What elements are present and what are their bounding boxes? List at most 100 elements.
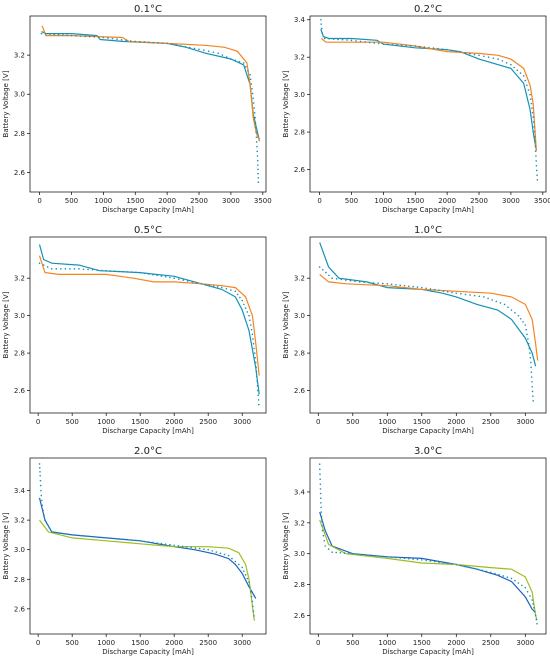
- data-point: [221, 54, 224, 56]
- data-point: [116, 38, 118, 40]
- data-point: [531, 111, 534, 114]
- data-point: [533, 126, 535, 128]
- data-point: [323, 540, 326, 542]
- data-point: [408, 285, 410, 287]
- y-tick-label: 2.6: [14, 169, 26, 177]
- data-point: [363, 281, 366, 284]
- data-point: [244, 574, 247, 576]
- data-point: [364, 41, 366, 43]
- data-point: [250, 83, 253, 85]
- x-tick-label: 500: [65, 418, 78, 426]
- data-point: [377, 42, 380, 45]
- data-point: [191, 281, 194, 283]
- data-point: [79, 35, 82, 37]
- data-point: [455, 292, 458, 294]
- x-tick-label: 2000: [165, 418, 183, 426]
- data-point: [41, 504, 44, 507]
- series-line-2: [39, 519, 255, 621]
- data-point: [91, 268, 94, 271]
- data-point: [532, 116, 535, 118]
- data-point: [535, 155, 537, 157]
- data-point: [396, 44, 398, 46]
- data-point: [320, 18, 322, 21]
- x-tick-label: 1500: [126, 197, 144, 205]
- data-point: [459, 564, 462, 567]
- data-point: [433, 288, 436, 291]
- data-point: [455, 50, 458, 53]
- data-point: [256, 380, 258, 382]
- data-point: [319, 468, 321, 470]
- data-point: [532, 395, 534, 397]
- data-point: [247, 69, 249, 72]
- x-tick-label: 3000: [233, 418, 251, 426]
- data-point: [220, 286, 223, 289]
- data-point: [513, 66, 515, 69]
- data-point: [248, 581, 250, 584]
- data-point: [377, 282, 379, 284]
- data-point: [215, 551, 218, 553]
- data-point: [532, 400, 535, 402]
- data-point: [423, 46, 426, 48]
- data-point: [234, 290, 237, 293]
- data-point: [148, 41, 150, 44]
- data-point: [175, 44, 178, 46]
- data-point: [408, 557, 410, 560]
- data-point: [438, 561, 440, 564]
- data-point: [320, 511, 323, 513]
- data-point: [506, 576, 509, 578]
- data-point: [254, 361, 257, 364]
- data-point: [252, 97, 255, 99]
- data-point: [320, 27, 323, 30]
- data-point: [105, 537, 107, 539]
- data-point: [428, 46, 430, 49]
- data-point: [446, 290, 449, 293]
- x-tick-label: 2500: [470, 197, 488, 205]
- data-point: [502, 575, 505, 577]
- data-point: [225, 288, 228, 290]
- data-point: [429, 560, 432, 562]
- data-point: [395, 283, 397, 286]
- data-point: [93, 36, 96, 38]
- data-point: [503, 303, 506, 306]
- data-point: [109, 270, 112, 272]
- series-line-2: [321, 38, 537, 151]
- y-axis-label: Battery Voltage [V]: [2, 512, 10, 579]
- data-point: [425, 287, 427, 290]
- data-point: [177, 545, 180, 547]
- x-tick-label: 1000: [97, 418, 115, 426]
- data-point: [239, 296, 241, 299]
- data-point: [418, 45, 421, 48]
- data-point: [196, 282, 198, 284]
- data-point: [194, 547, 197, 549]
- data-point: [534, 145, 537, 148]
- series-line-2: [41, 25, 261, 142]
- data-point: [510, 309, 513, 311]
- data-point: [355, 40, 357, 42]
- data-point: [319, 488, 322, 490]
- x-axis-label: Discharge Capacity [mAh]: [102, 648, 194, 656]
- y-tick-label: 3.0: [14, 312, 25, 320]
- data-point: [122, 270, 124, 273]
- data-point: [78, 268, 80, 270]
- data-point: [253, 352, 256, 354]
- series-line-2: [319, 519, 538, 621]
- data-point: [346, 39, 348, 41]
- y-tick-label: 2.6: [294, 166, 306, 174]
- data-point: [498, 573, 500, 576]
- data-point: [489, 571, 492, 574]
- data-point: [88, 535, 90, 538]
- data-point: [161, 42, 164, 44]
- data-point: [242, 62, 245, 64]
- data-point: [105, 269, 107, 272]
- data-point: [387, 43, 389, 46]
- x-tick-label: 500: [65, 639, 78, 647]
- data-point: [335, 551, 338, 554]
- data-point: [50, 531, 53, 533]
- data-point: [48, 527, 51, 529]
- data-point: [130, 271, 133, 273]
- data-point: [320, 501, 322, 504]
- data-point: [97, 36, 100, 39]
- data-point: [139, 540, 141, 542]
- data-point: [189, 46, 191, 49]
- data-point: [416, 558, 419, 561]
